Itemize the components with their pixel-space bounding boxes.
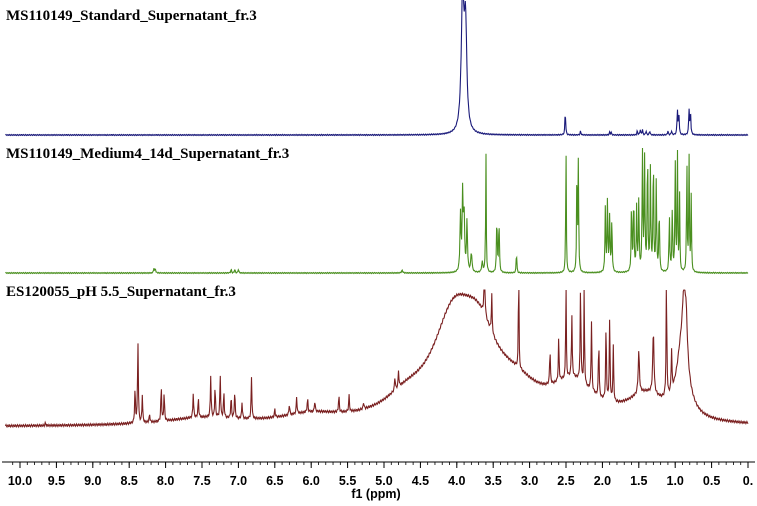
x-tick-label: 9.5 [48,474,65,488]
x-tick-label: 9.0 [84,474,101,488]
x-axis: 10.0 9.5 9.0 8.5 8.0 7.5 7.0 6.5 6.0 5.5 5.0 4.5 4.0… [2,461,755,501]
spectrum-line [4,289,749,429]
x-tick-label: 6.5 [266,474,283,488]
x-tick-label: 3.0 [521,474,538,488]
x-tick-label: 5.0 [375,474,392,488]
x-tick-label: 6.0 [303,474,320,488]
x-tick-label: 8.5 [121,474,138,488]
x-tick-label: 0.5 [703,474,720,488]
x-tick-label: 4.0 [448,474,465,488]
x-axis-title: f1 (ppm) [351,487,400,501]
trace-title-standard: MS110149_Standard_Supernatant_fr.3 [6,8,257,24]
x-tick-label: 2.5 [557,474,574,488]
x-tick-label: 7.5 [193,474,210,488]
x-tick-label: 10.0 [8,474,32,488]
x-tick-label: 8.0 [157,474,174,488]
trace-standard [5,0,749,137]
spectrum-line [5,147,749,275]
trace-title-ph55: ES120055_pH 5.5_Supernatant_fr.3 [6,284,236,300]
x-tick-label: 5.5 [339,474,356,488]
x-tick-label: 1.5 [630,474,647,488]
x-tick-label: 7.0 [230,474,247,488]
trace-ph55 [4,289,749,429]
x-tick-label: 4.5 [412,474,429,488]
x-tick-label: 0. [743,474,753,488]
x-tick-label: 2.0 [594,474,611,488]
x-axis-ticks: 10.0 9.5 9.0 8.5 8.0 7.5 7.0 6.5 6.0 5.5 5.0 4.5 4.0… [8,462,753,488]
trace-title-medium4: MS110149_Medium4_14d_Supernatant_fr.3 [6,146,289,162]
spectrum-line [5,0,749,137]
x-tick-label: 1.0 [667,474,684,488]
trace-medium4 [5,147,749,275]
x-tick-label: 3.5 [485,474,502,488]
